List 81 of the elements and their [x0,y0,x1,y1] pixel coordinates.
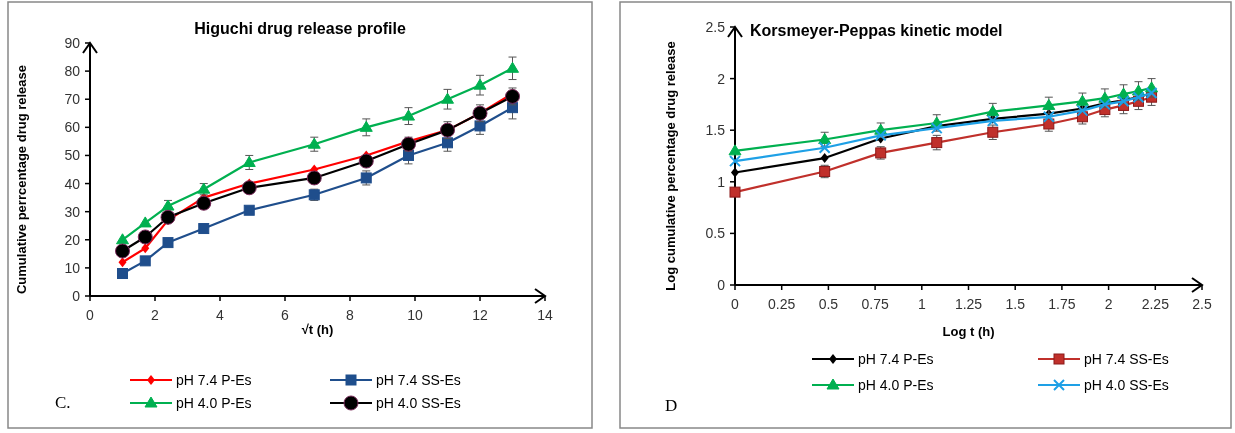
point [729,186,741,198]
y-tick-label: 1 [717,173,726,190]
y-tick-label: 2 [717,70,726,87]
y-tick-label: 0 [717,277,726,293]
y-tick-label: 1.5 [705,122,726,139]
x-tick-label: 2.25 [1141,296,1170,312]
x-tick-label: 0 [86,307,95,323]
point [728,144,742,156]
text: D [665,396,678,415]
point [118,257,127,268]
y-tick-label: 0.5 [705,225,726,242]
x-tick-label: 0 [731,296,740,312]
point [729,155,741,168]
legend-label: pH 7.4 P-Es [858,351,934,367]
legend-label: pH 4.0 P-Es [858,377,934,393]
legend-label: pH 4.0 P-Es [176,395,252,411]
y-axis-title: Log cumulative percentage drug release [663,41,678,291]
x-tick-label: 0.75 [861,296,889,312]
legend-label: pH 7.4 SS-Es [1084,351,1169,367]
x-tick-label: 2 [151,307,160,323]
legend-label: pH 7.4 SS-Es [376,372,461,388]
point [820,153,829,164]
y-tick-label: 80 [64,63,81,80]
x-axis-title: Log t (h) [942,324,995,339]
point [162,237,174,249]
point [115,243,130,259]
y-tick-label: 90 [64,35,81,51]
x-tick-label: 6 [281,307,290,323]
point [506,61,519,73]
point [160,209,176,225]
legend-label: pH 7.4 P-Es [176,372,252,388]
y-tick-label: 2.5 [705,19,726,35]
y-tick-label: 20 [64,231,81,248]
point [1075,94,1089,106]
x-tick-label: 14 [537,307,553,323]
y-tick-label: 50 [64,147,81,164]
x-tick-label: 1.25 [954,296,983,312]
y-tick-label: 10 [64,259,81,276]
chart-title: Higuchi drug release profile [194,20,406,37]
point [818,141,831,154]
x-tick-label: 1.5 [1005,296,1026,312]
x-tick-label: 2.5 [1192,296,1212,312]
y-tick-label: 40 [64,175,81,192]
point [1042,110,1055,123]
legend-label: pH 4.0 SS-Es [376,395,461,411]
y-axis-title: Cumulative perrcentage drug release [14,64,29,295]
y-tick-label: 30 [64,203,81,220]
point [196,195,212,211]
point [117,268,128,280]
point [198,223,210,235]
y-tick-label: 70 [64,91,81,108]
x-tick-label: 10 [407,307,423,323]
point [116,233,129,245]
point [141,243,150,254]
x-tick-label: 0.5 [818,296,839,312]
x-tick-label: 12 [472,307,488,323]
point [359,120,373,132]
point [818,132,832,144]
point [986,105,1000,117]
point [473,78,487,90]
point [137,229,153,245]
text: C. [55,393,71,412]
point [442,137,453,149]
x-tick-label: 0.25 [768,296,796,312]
point [243,204,255,216]
point [139,255,151,267]
point [1042,98,1056,110]
point [402,109,415,121]
x-tick-label: 1 [917,296,926,312]
x-tick-label: 4 [216,307,225,323]
x-tick-label: 2 [1104,296,1113,312]
chart-title: Korsmeyer-Peppas kinetic model [750,22,1003,39]
point [441,92,454,104]
x-axis-title: √t (h) [301,322,334,337]
x-tick-label: 1.75 [1048,296,1076,312]
legend-label: pH 4.0 SS-Es [1084,377,1169,393]
point [874,129,887,142]
x-tick-label: 8 [346,307,355,323]
y-tick-label: 60 [64,119,81,136]
point [138,216,152,228]
point [241,180,257,196]
